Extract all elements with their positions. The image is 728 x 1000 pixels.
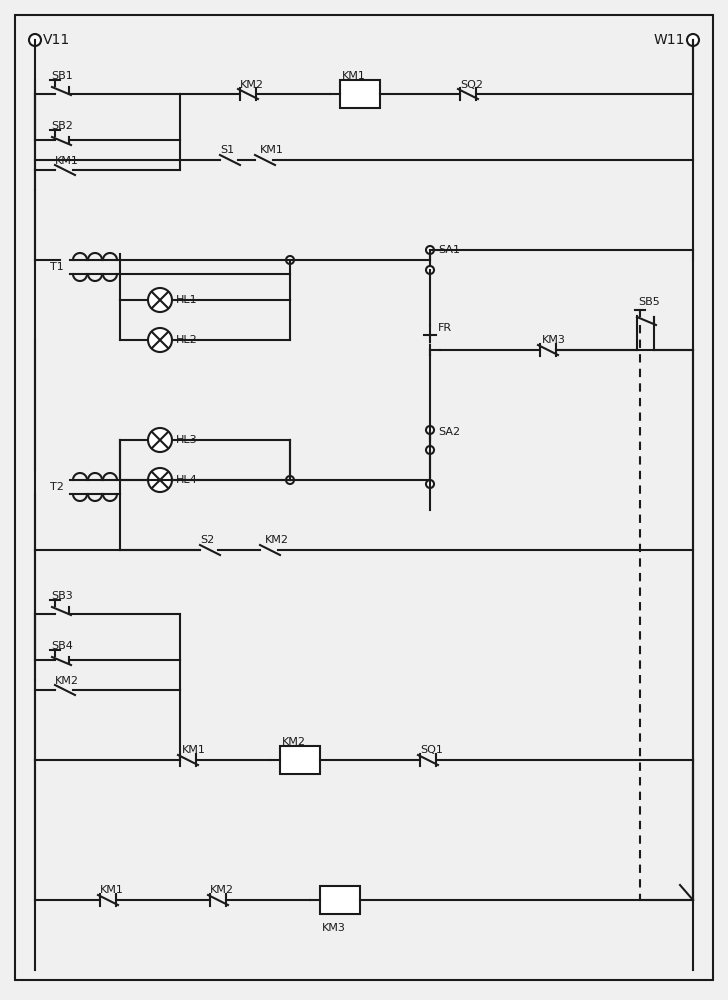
Circle shape	[286, 476, 294, 484]
Circle shape	[426, 480, 434, 488]
Text: S2: S2	[200, 535, 214, 545]
Text: T1: T1	[50, 262, 64, 272]
Text: KM2: KM2	[265, 535, 289, 545]
Bar	[340, 80, 380, 108]
Text: SB2: SB2	[51, 121, 73, 131]
Text: SA2: SA2	[438, 427, 460, 437]
Circle shape	[148, 328, 172, 352]
Circle shape	[286, 256, 294, 264]
Text: SQ2: SQ2	[460, 80, 483, 90]
Text: KM2: KM2	[55, 676, 79, 686]
Text: HL2: HL2	[176, 335, 198, 345]
Text: SB3: SB3	[51, 591, 73, 601]
Text: KM2: KM2	[282, 737, 306, 747]
Text: HL3: HL3	[176, 435, 197, 445]
Text: FR: FR	[438, 323, 452, 333]
Text: SB5: SB5	[638, 297, 660, 307]
Circle shape	[148, 288, 172, 312]
Text: HL4: HL4	[176, 475, 198, 485]
Text: KM1: KM1	[55, 156, 79, 166]
Circle shape	[29, 34, 41, 46]
Text: KM1: KM1	[260, 145, 284, 155]
Text: SQ1: SQ1	[420, 745, 443, 755]
Bar	[280, 746, 320, 774]
Text: KM1: KM1	[100, 885, 124, 895]
Text: KM2: KM2	[240, 80, 264, 90]
Circle shape	[148, 468, 172, 492]
Text: SB4: SB4	[51, 641, 73, 651]
Text: SA1: SA1	[438, 245, 460, 255]
Circle shape	[426, 266, 434, 274]
Text: KM1: KM1	[342, 71, 366, 81]
Circle shape	[426, 446, 434, 454]
Text: T2: T2	[50, 482, 64, 492]
Circle shape	[426, 426, 434, 434]
Text: KM3: KM3	[542, 335, 566, 345]
Text: S1: S1	[220, 145, 234, 155]
Text: W11: W11	[654, 33, 685, 47]
Text: HL1: HL1	[176, 295, 197, 305]
Text: KM3: KM3	[322, 923, 346, 933]
Text: KM1: KM1	[182, 745, 206, 755]
Text: KM2: KM2	[210, 885, 234, 895]
Circle shape	[148, 428, 172, 452]
Bar	[320, 886, 360, 914]
Text: SB1: SB1	[51, 71, 73, 81]
Circle shape	[687, 34, 699, 46]
Circle shape	[426, 246, 434, 254]
Text: V11: V11	[43, 33, 70, 47]
